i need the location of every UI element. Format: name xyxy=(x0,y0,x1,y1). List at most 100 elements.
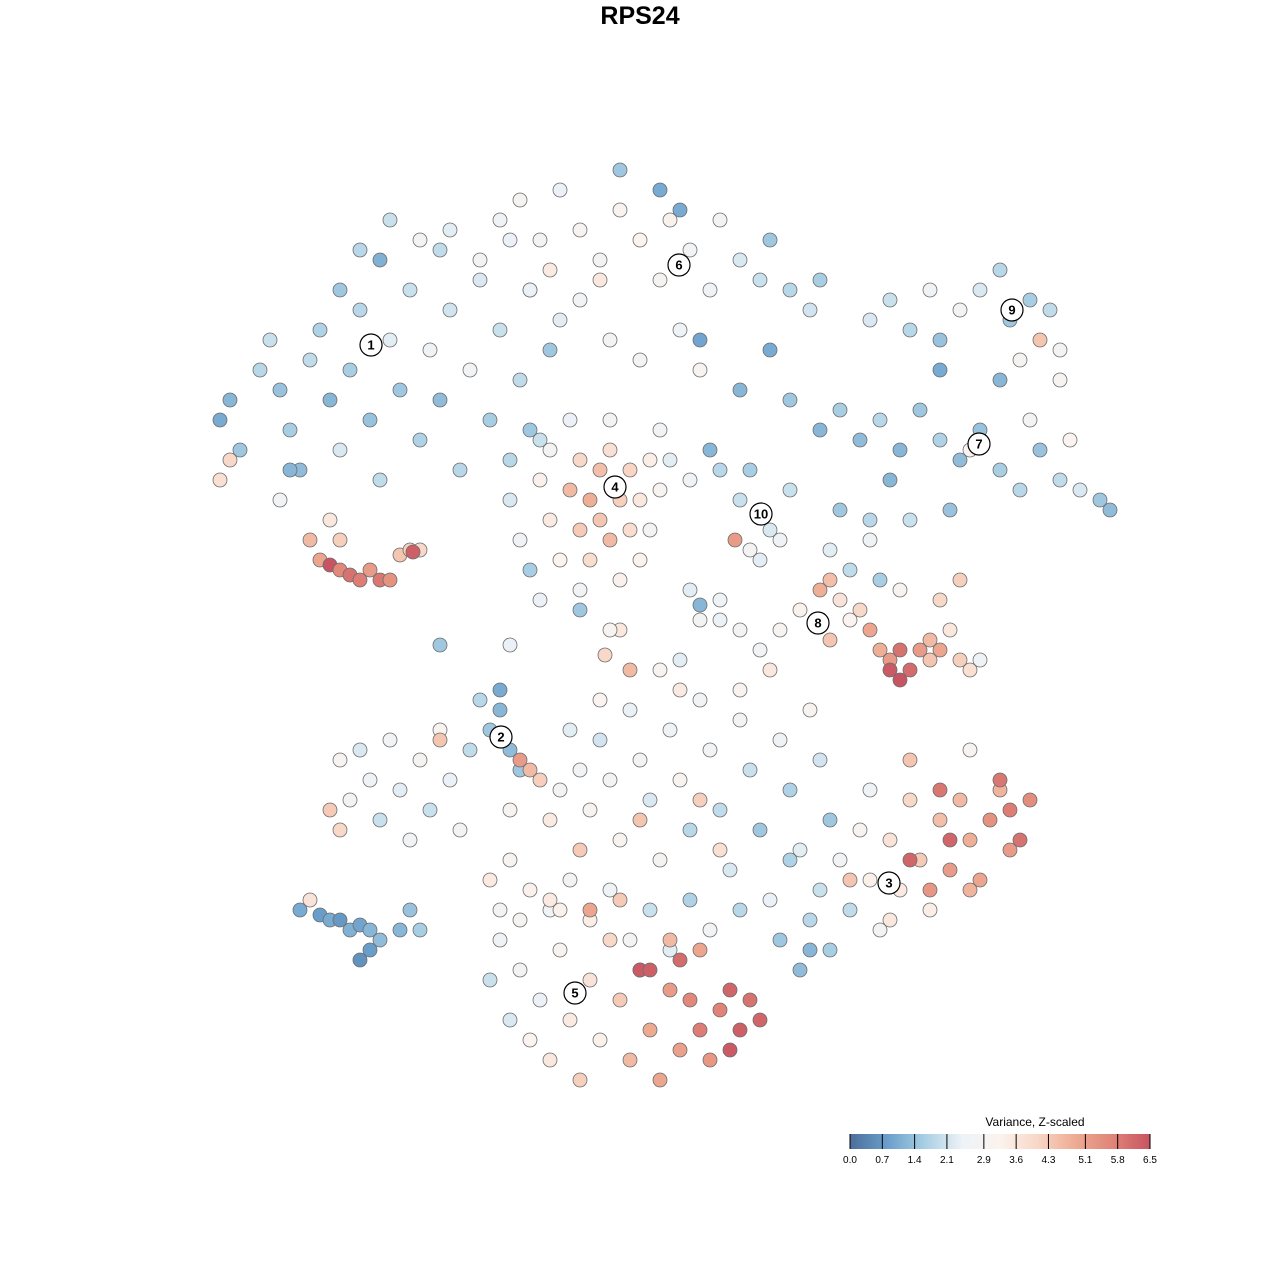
data-point xyxy=(982,812,998,828)
data-point xyxy=(512,192,528,208)
data-point xyxy=(772,532,788,548)
data-point xyxy=(322,392,338,408)
data-point xyxy=(1022,792,1038,808)
data-point xyxy=(332,912,348,928)
data-point xyxy=(892,642,908,658)
cluster-label-text: 8 xyxy=(814,616,821,631)
data-point xyxy=(942,862,958,878)
cluster-label-text: 7 xyxy=(975,437,982,452)
data-point xyxy=(962,832,978,848)
data-point xyxy=(902,322,918,338)
data-point xyxy=(992,772,1008,788)
data-point xyxy=(502,1012,518,1028)
data-point xyxy=(782,852,798,868)
data-point xyxy=(692,792,708,808)
data-point xyxy=(392,782,408,798)
data-point xyxy=(472,272,488,288)
data-point xyxy=(452,822,468,838)
data-point xyxy=(902,662,918,678)
data-point xyxy=(662,212,678,228)
points-layer xyxy=(212,162,1118,1088)
data-point xyxy=(702,922,718,938)
data-point xyxy=(632,812,648,828)
data-point xyxy=(1042,302,1058,318)
colorbar-tick-label: 0.0 xyxy=(843,1155,857,1166)
cluster-labels-layer: 1 2 3 4 5 6 7 8 9 10 xyxy=(359,253,1024,1005)
data-point xyxy=(932,592,948,608)
cluster-label-text: 5 xyxy=(571,986,578,1001)
data-point xyxy=(762,662,778,678)
data-point xyxy=(597,647,613,663)
data-point xyxy=(832,502,848,518)
data-point xyxy=(862,872,878,888)
data-point xyxy=(712,842,728,858)
data-point xyxy=(732,712,748,728)
data-point xyxy=(732,1022,748,1038)
data-point xyxy=(482,872,498,888)
data-point xyxy=(442,772,458,788)
data-point xyxy=(902,792,918,808)
data-point xyxy=(892,442,908,458)
data-point xyxy=(592,272,608,288)
data-point xyxy=(542,342,558,358)
data-point xyxy=(732,622,748,638)
data-point xyxy=(872,572,888,588)
data-point xyxy=(222,392,238,408)
data-point xyxy=(562,412,578,428)
data-point xyxy=(622,932,638,948)
data-point xyxy=(412,752,428,768)
data-point xyxy=(482,972,498,988)
data-point xyxy=(922,282,938,298)
data-point xyxy=(882,912,898,928)
data-point xyxy=(542,512,558,528)
data-point xyxy=(682,242,698,258)
data-point xyxy=(602,332,618,348)
data-point xyxy=(642,522,658,538)
data-point xyxy=(602,412,618,428)
data-point xyxy=(382,332,398,348)
cluster-label-circle xyxy=(359,333,383,357)
data-point xyxy=(672,682,688,698)
data-point xyxy=(712,1002,728,1018)
cluster-label-8: 8 xyxy=(806,611,830,635)
data-point xyxy=(332,532,348,548)
cluster-label-text: 9 xyxy=(1008,303,1015,318)
data-point xyxy=(632,352,648,368)
data-point xyxy=(582,552,598,568)
data-point xyxy=(342,792,358,808)
data-point xyxy=(742,462,758,478)
data-point xyxy=(742,992,758,1008)
data-point xyxy=(462,742,478,758)
data-point xyxy=(562,482,578,498)
cluster-label-circle xyxy=(603,475,627,499)
data-point xyxy=(542,442,558,458)
data-point xyxy=(812,752,828,768)
data-point xyxy=(872,922,888,938)
data-point xyxy=(542,892,558,908)
data-point xyxy=(872,412,888,428)
data-point xyxy=(972,652,988,668)
data-point xyxy=(862,532,878,548)
data-point xyxy=(372,932,388,948)
data-point xyxy=(992,462,1008,478)
data-point xyxy=(672,652,688,668)
data-point xyxy=(622,702,638,718)
data-point xyxy=(572,292,588,308)
data-point xyxy=(602,882,618,898)
data-point xyxy=(642,1022,658,1038)
data-point xyxy=(652,182,668,198)
data-point xyxy=(462,362,478,378)
data-point xyxy=(862,312,878,328)
data-point xyxy=(472,692,488,708)
data-point xyxy=(522,562,538,578)
data-point xyxy=(332,752,348,768)
data-point xyxy=(332,822,348,838)
data-point xyxy=(592,252,608,268)
data-point xyxy=(622,1052,638,1068)
data-point xyxy=(852,432,868,448)
data-point xyxy=(782,482,798,498)
cluster-label-circle xyxy=(806,611,830,635)
data-point xyxy=(1032,332,1048,348)
data-point xyxy=(702,742,718,758)
